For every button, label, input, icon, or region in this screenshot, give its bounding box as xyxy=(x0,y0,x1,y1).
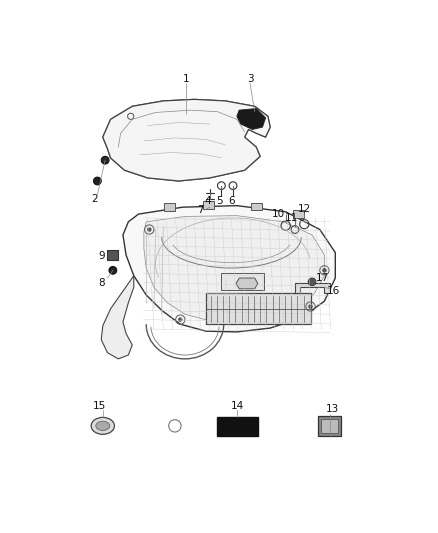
FancyBboxPatch shape xyxy=(293,210,304,218)
Text: 9: 9 xyxy=(98,252,105,262)
Circle shape xyxy=(109,266,117,274)
FancyBboxPatch shape xyxy=(318,416,342,436)
Text: 11: 11 xyxy=(285,213,298,223)
Polygon shape xyxy=(295,284,330,294)
Ellipse shape xyxy=(91,417,114,434)
Circle shape xyxy=(309,305,312,308)
FancyBboxPatch shape xyxy=(107,251,118,260)
Circle shape xyxy=(308,278,316,286)
Polygon shape xyxy=(103,99,270,181)
Text: 3: 3 xyxy=(247,75,253,84)
FancyBboxPatch shape xyxy=(221,273,264,290)
Text: 12: 12 xyxy=(298,204,311,214)
Text: 17: 17 xyxy=(315,273,329,283)
Polygon shape xyxy=(144,216,325,322)
Text: 1: 1 xyxy=(183,75,190,84)
FancyBboxPatch shape xyxy=(251,203,261,210)
FancyBboxPatch shape xyxy=(206,294,311,324)
Circle shape xyxy=(101,156,109,164)
Polygon shape xyxy=(236,278,258,289)
Text: 4: 4 xyxy=(204,196,211,206)
Circle shape xyxy=(323,269,326,272)
Text: 15: 15 xyxy=(93,401,106,411)
Circle shape xyxy=(148,228,151,231)
Text: 7: 7 xyxy=(197,205,204,215)
Text: 14: 14 xyxy=(231,401,244,411)
Text: 10: 10 xyxy=(272,209,285,219)
Text: 2: 2 xyxy=(92,193,99,204)
Polygon shape xyxy=(101,276,134,359)
FancyBboxPatch shape xyxy=(218,417,258,436)
Ellipse shape xyxy=(96,421,110,431)
Text: 13: 13 xyxy=(325,404,339,414)
Polygon shape xyxy=(237,109,265,130)
FancyBboxPatch shape xyxy=(164,203,175,211)
Text: 6: 6 xyxy=(228,196,235,206)
Text: 5: 5 xyxy=(216,196,223,206)
Circle shape xyxy=(179,318,182,321)
Polygon shape xyxy=(123,206,336,332)
FancyBboxPatch shape xyxy=(203,201,214,209)
Text: 8: 8 xyxy=(98,278,105,288)
Text: 16: 16 xyxy=(327,286,340,296)
Circle shape xyxy=(93,177,101,185)
FancyBboxPatch shape xyxy=(321,419,339,433)
